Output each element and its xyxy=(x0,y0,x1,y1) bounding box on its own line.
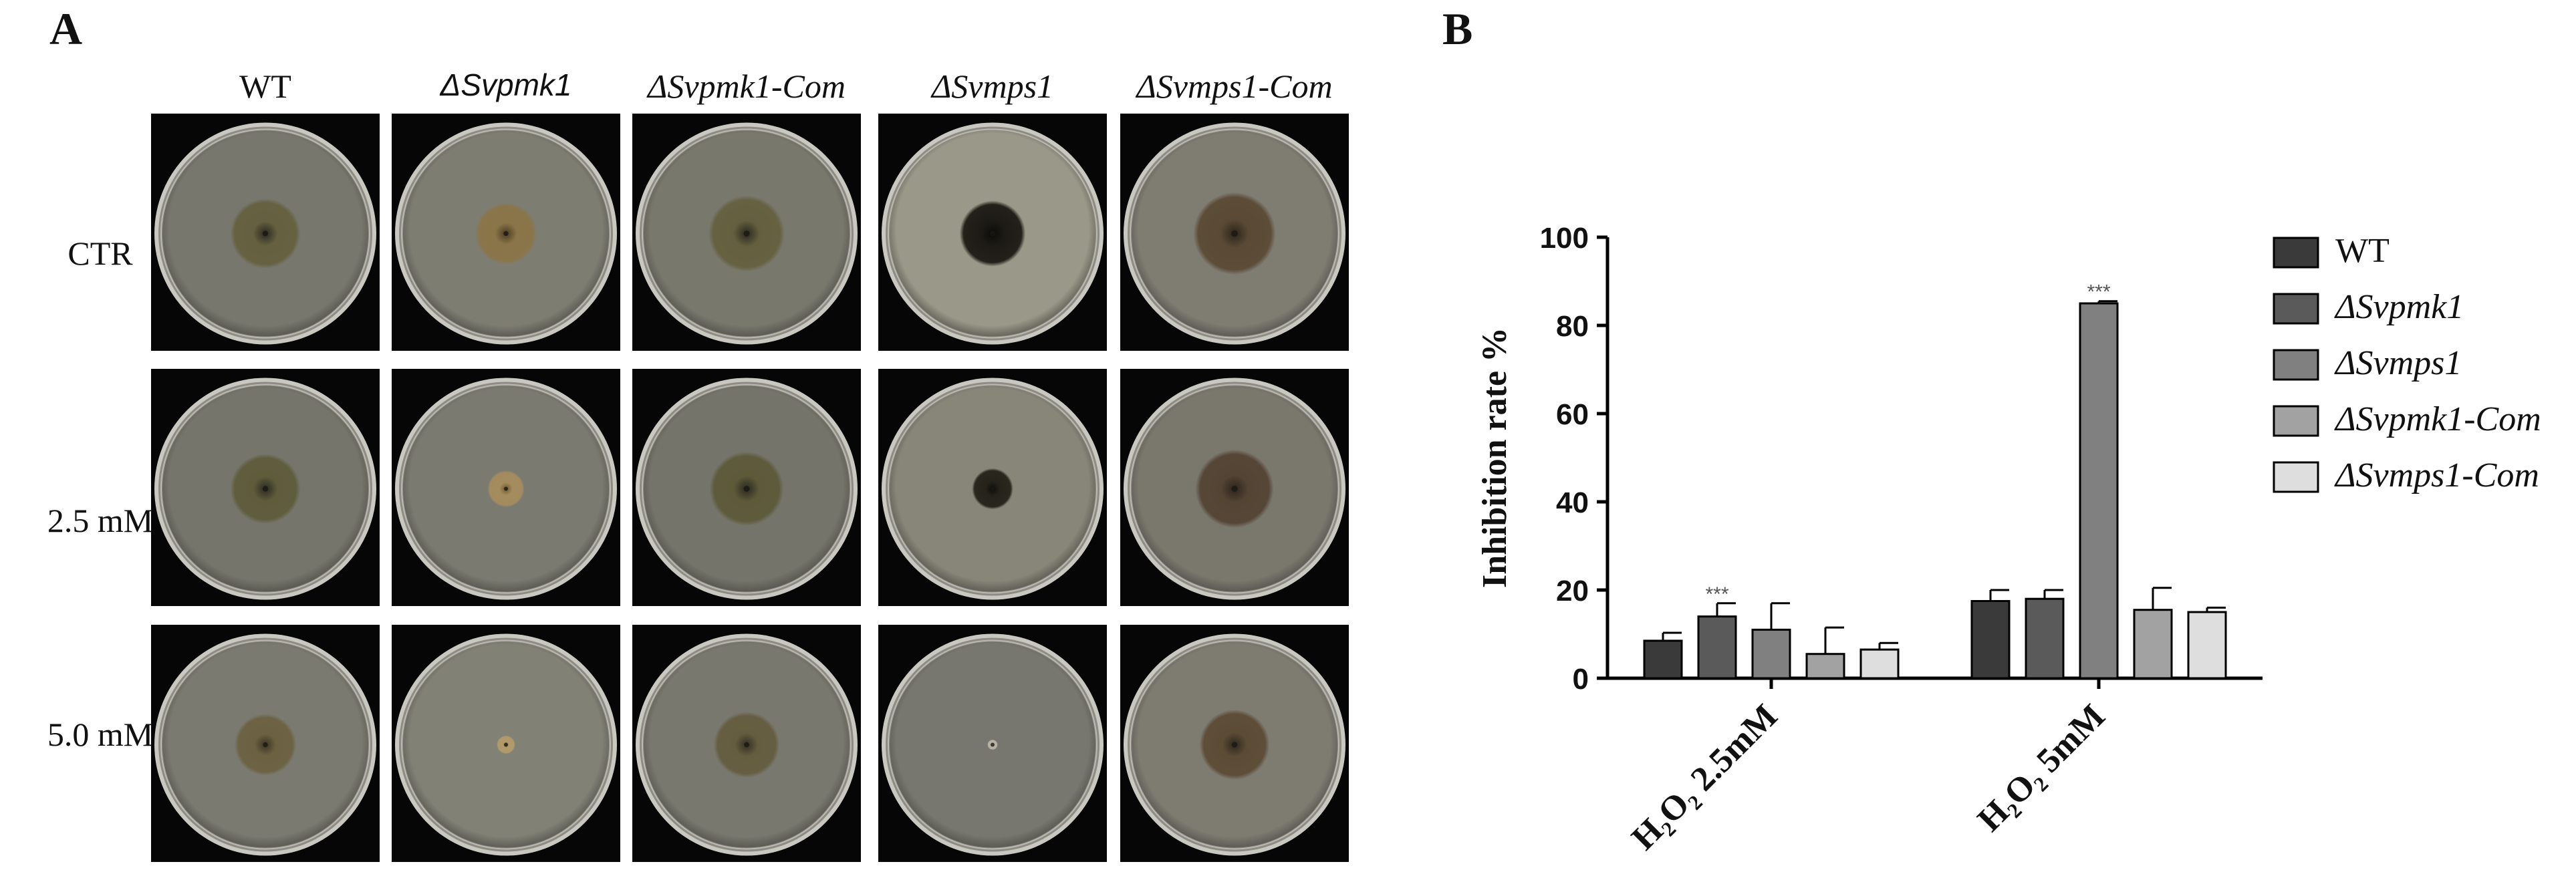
inoculation-point xyxy=(744,742,749,748)
column-header-svmps1: ΔSvmps1 xyxy=(931,67,1054,105)
legend-label: ΔSvmps1-Com xyxy=(2334,456,2539,494)
legend-label: WT xyxy=(2335,232,2390,270)
petri-plate xyxy=(878,114,1107,351)
bar xyxy=(1751,628,1791,680)
bars xyxy=(1643,300,2227,680)
legend-swatch xyxy=(2273,349,2319,381)
bar xyxy=(1859,648,1900,680)
petri-plate xyxy=(632,369,861,606)
inoculation-point xyxy=(262,486,269,492)
x-tick-label: H₂O₂ 5mM xyxy=(1970,697,2112,839)
significance-marker: *** xyxy=(2087,281,2110,303)
inoculation-point xyxy=(1231,742,1238,748)
petri-plate xyxy=(151,369,380,606)
inhibition-bar-chart: 0 20 40 60 80 100 Inhibition rate % H₂O₂ 2.5mM H… xyxy=(1476,222,2541,857)
inoculation-point xyxy=(1231,230,1238,237)
y-tick-label: 20 xyxy=(1556,575,1589,607)
inoculation-point xyxy=(504,486,508,491)
y-tick-label: 40 xyxy=(1556,486,1589,519)
petri-plate xyxy=(151,625,380,862)
legend-label: ΔSvpmk1 xyxy=(2334,288,2464,326)
inoculation-point xyxy=(503,231,509,237)
y-tick-label: 60 xyxy=(1556,398,1589,431)
y-tick-label: 80 xyxy=(1556,310,1589,343)
inoculation-point xyxy=(743,230,750,237)
significance-marker: *** xyxy=(1705,583,1728,605)
y-tick-label: 0 xyxy=(1573,663,1589,696)
legend-swatch xyxy=(2273,461,2319,493)
legend-swatch xyxy=(2273,405,2319,437)
bar xyxy=(2079,302,2119,680)
petri-plate xyxy=(151,114,380,351)
row-header-2-5mm: 2.5 mM xyxy=(47,502,154,539)
petri-plate xyxy=(632,625,861,862)
panel-a-label: A xyxy=(49,3,83,54)
inoculation-point xyxy=(262,231,269,237)
bar xyxy=(2133,609,2173,680)
y-axis-title: Inhibition rate % xyxy=(1476,327,1514,588)
legend-swatch xyxy=(2273,293,2319,325)
inoculation-point xyxy=(263,742,268,748)
legend-label: ΔSvmps1 xyxy=(2334,344,2462,382)
chart-axes: 0 20 40 60 80 100 xyxy=(1540,222,2263,696)
panel-b-label: B xyxy=(1442,3,1473,54)
bar xyxy=(1697,615,1737,680)
bar xyxy=(2025,597,2065,680)
petri-plate xyxy=(1120,369,1349,606)
inoculation-point xyxy=(1231,485,1238,492)
column-header-svmps1-com: ΔSvmps1-Com xyxy=(1136,67,1333,105)
petri-plate xyxy=(392,369,620,606)
petri-plate xyxy=(878,625,1107,862)
y-tick-label: 100 xyxy=(1540,222,1589,255)
inoculation-point xyxy=(991,742,995,747)
bar xyxy=(2187,611,2227,680)
legend: WT ΔSvpmk1 ΔSvmps1 ΔSvpmk1-Com ΔSvmps1-Com xyxy=(2273,232,2541,494)
column-header-svpmk1: ΔSvpmk1 xyxy=(440,67,572,102)
inoculation-point xyxy=(504,742,508,747)
legend-label: ΔSvpmk1-Com xyxy=(2334,400,2541,438)
petri-plate xyxy=(1120,114,1349,351)
petri-plate xyxy=(878,369,1107,606)
petri-plate xyxy=(392,625,620,862)
inoculation-point xyxy=(743,486,750,492)
column-header-svpmk1-com: ΔSvpmk1-Com xyxy=(648,67,846,105)
inoculation-point xyxy=(990,231,995,237)
petri-plate xyxy=(632,114,861,351)
column-header-wt: WT xyxy=(239,67,291,105)
petri-plate xyxy=(392,114,620,351)
petri-plate xyxy=(1120,625,1349,862)
legend-swatch xyxy=(2273,237,2319,269)
bar xyxy=(1643,639,1683,680)
row-header-ctr: CTR xyxy=(68,235,133,272)
bar xyxy=(1805,653,1845,680)
x-tick-label: H₂O₂ 2.5mM xyxy=(1624,697,1785,857)
bar xyxy=(1970,600,2011,680)
row-header-5-0mm: 5.0 mM xyxy=(47,716,154,753)
inoculation-point xyxy=(991,486,995,491)
